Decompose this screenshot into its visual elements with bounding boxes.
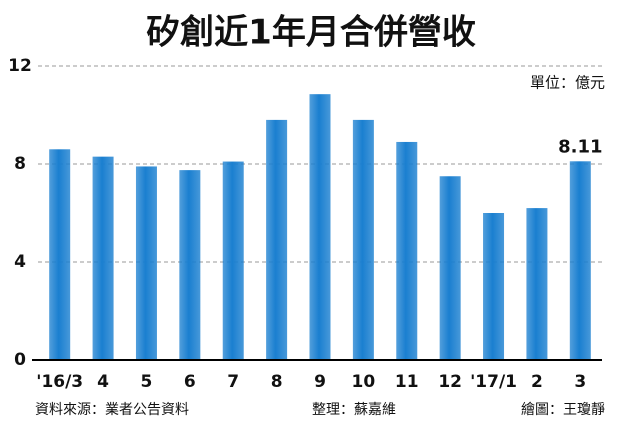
bar [222,161,244,360]
x-tick-label: 7 [227,372,239,392]
bar [483,213,505,360]
x-tick-label: 11 [395,372,419,392]
y-tick-label: 8 [14,154,26,174]
x-tick-label: 8 [271,372,283,392]
y-tick-label: 0 [14,350,26,370]
x-tick-label: 2 [531,372,543,392]
unit-label: 單位：億元 [530,74,605,92]
editor-note: 整理：蘇嘉維 [312,402,396,418]
x-tick-label: 6 [184,372,196,392]
value-label: 8.11 [558,136,602,157]
bar [309,94,331,361]
x-tick-label: 12 [438,372,462,392]
bar [526,208,548,360]
bar [439,176,461,360]
x-tick-label: 9 [314,372,326,392]
x-tick-label: 4 [97,372,109,392]
bar [179,170,201,360]
x-tick-label: '17/1 [470,372,517,392]
x-tick-label: 5 [141,372,153,392]
bar [569,161,591,360]
bar [266,119,288,361]
bar [49,149,71,360]
x-tick-label: 10 [352,372,376,392]
x-tick-label: '16/3 [36,372,83,392]
y-tick-label: 12 [8,56,32,76]
artist-note: 繪圖：王瓊靜 [521,401,605,418]
bar [352,119,374,361]
source-note: 資料來源：業者公告資料 [35,402,189,418]
bar [396,141,418,360]
bar [135,166,157,360]
y-tick-label: 4 [14,252,26,272]
bar [92,156,114,360]
x-tick-label: 3 [574,372,586,392]
chart-title: 矽創近1年月合併營收 [146,13,476,53]
